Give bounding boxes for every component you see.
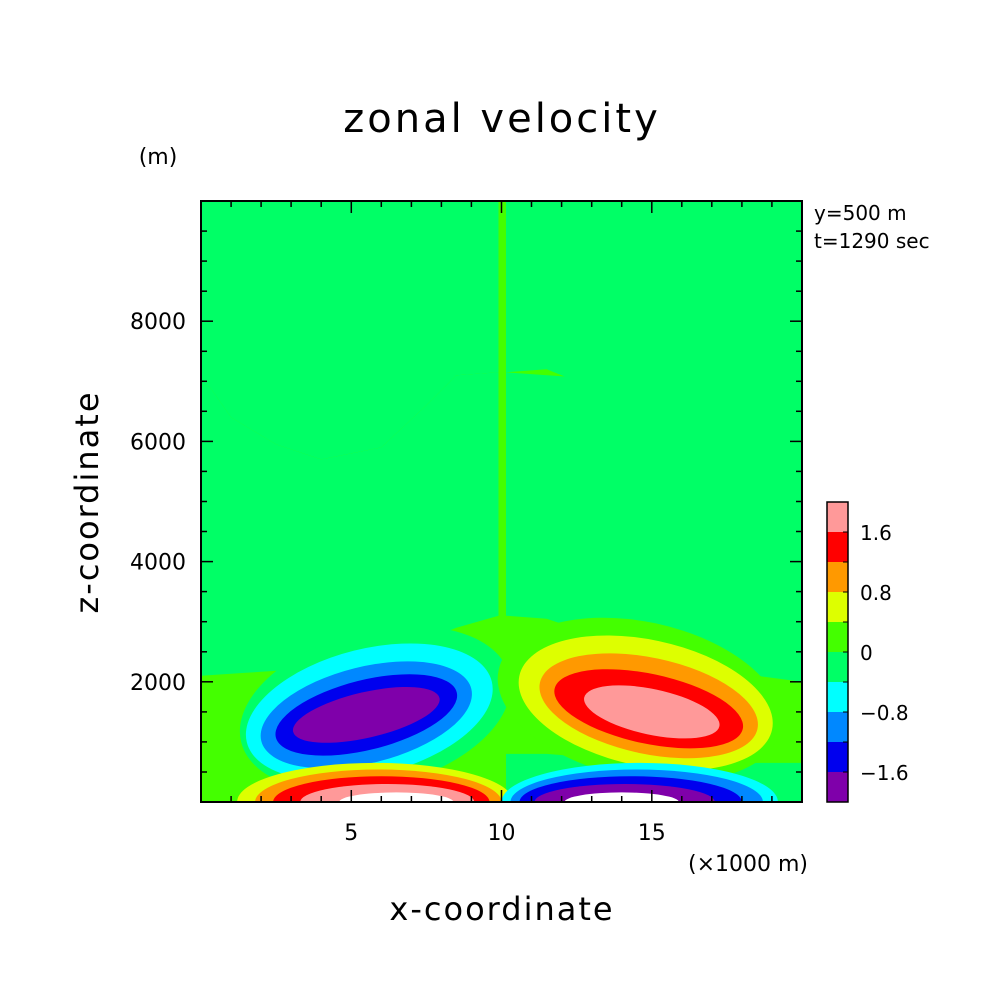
- y-unit-label: (m): [139, 145, 178, 170]
- right-jet-core: [584, 685, 720, 739]
- colorbar-tick-label: −1.6: [860, 761, 909, 785]
- annotation-y: y=500 m: [814, 201, 907, 225]
- left-jet-core: [292, 686, 440, 743]
- colorbar-tick-label: 0.8: [860, 581, 892, 605]
- colorbar-swatch: [827, 772, 848, 802]
- colorbar-swatch: [827, 652, 848, 682]
- x-tick-label: 5: [344, 821, 358, 846]
- colorbar-swatch: [827, 682, 848, 712]
- axis-ticks: 5 10 15 2000 4000 6000 8000: [130, 201, 802, 846]
- upper-left-negative-band: [201, 201, 499, 460]
- colorbar-swatch: [827, 562, 848, 592]
- y-tick-label: 8000: [130, 310, 186, 335]
- y-tick-label: 4000: [130, 551, 186, 576]
- colorbar-tick-label: −0.8: [860, 701, 909, 725]
- y-tick-label: 2000: [130, 671, 186, 696]
- y-axis-label: z-coordinate: [68, 390, 106, 613]
- x-tick-label: 10: [488, 821, 516, 846]
- colorbar-tick-label: 1.6: [860, 521, 892, 545]
- y-tick-label: 6000: [130, 430, 186, 455]
- right-mid-negative-band: [506, 372, 802, 682]
- colorbar-tick-label: 0: [860, 641, 873, 665]
- colorbar-swatch: [827, 622, 848, 652]
- plot-area: [201, 201, 802, 802]
- x-tick-label: 15: [638, 821, 666, 846]
- chart-title: zonal velocity: [343, 96, 661, 142]
- colorbar-swatch: [827, 532, 848, 562]
- colorbar-swatch: [827, 502, 848, 532]
- colorbar: −1.6 −0.8 0 0.8 1.6: [826, 501, 909, 803]
- annotation-t: t=1290 sec: [814, 229, 930, 253]
- x-unit-label: (×1000 m): [688, 852, 808, 877]
- surface-left-core: [339, 792, 454, 802]
- x-axis-label: x-coordinate: [389, 890, 614, 928]
- colorbar-swatch: [827, 592, 848, 622]
- left-mid-negative-band: [201, 372, 499, 676]
- colorbar-swatch: [827, 742, 848, 772]
- colorbar-swatch: [827, 712, 848, 742]
